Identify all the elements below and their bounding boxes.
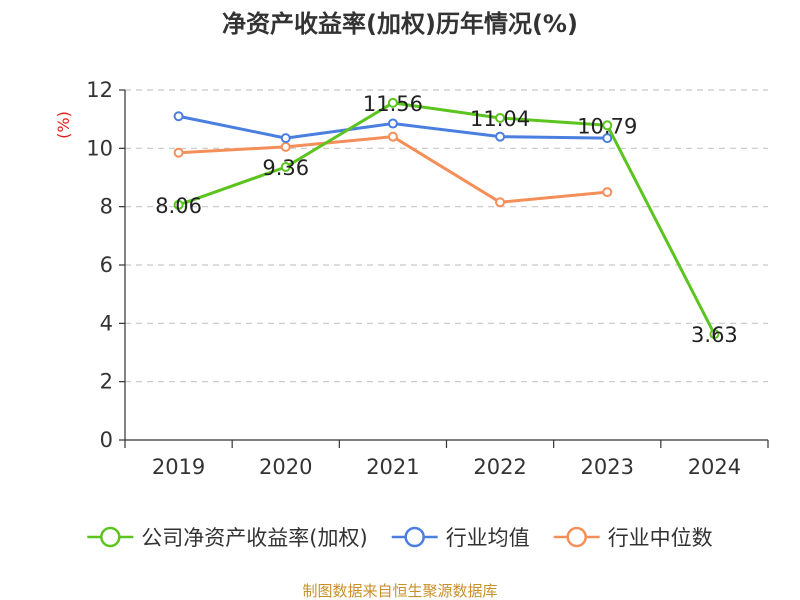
series-0-point-2022 — [495, 113, 506, 123]
series-2-point-2023 — [602, 187, 613, 198]
legend-circle-icon — [404, 526, 425, 548]
y-tick-label-6: 12 — [86, 78, 113, 102]
series-0-point-2023 — [602, 120, 613, 131]
x-tick-label-2019: 2019 — [152, 455, 205, 479]
y-tick-label-1: 2 — [100, 370, 113, 394]
series-1-point-2022 — [495, 131, 506, 142]
y-tick-label-5: 10 — [86, 136, 113, 160]
series-2-point-2019 — [173, 147, 184, 158]
x-tick-label-2022: 2022 — [473, 455, 526, 479]
legend-circle-icon — [100, 526, 121, 548]
series-1-point-2019 — [173, 111, 184, 122]
series-1-point-2020 — [280, 133, 291, 144]
source-note: 制图数据来自恒生聚源数据库 — [302, 582, 497, 600]
data-label-2021: 11.56 — [363, 92, 423, 116]
series-0-line — [178, 101, 716, 335]
series-2-line — [178, 135, 608, 204]
series-1 — [173, 111, 613, 144]
series-2-point-2022 — [495, 197, 506, 208]
data-label-2023: 10.79 — [577, 114, 637, 138]
series-0-point-2024 — [709, 329, 720, 340]
legend: 公司净资产收益率(加权) 行业均值 行业中位数 — [87, 526, 713, 550]
y-axis-unit-label: (%) — [54, 111, 73, 139]
legend-item-0: 公司净资产收益率(加权) — [87, 526, 368, 550]
series-0-point-2021 — [387, 97, 398, 108]
data-label-2019: 8.06 — [155, 194, 202, 218]
data-label-layer: 8.06 9.36 11.56 11.04 10.79 3.63 — [155, 92, 738, 347]
series-2-point-2021 — [387, 131, 398, 142]
series-2-point-2020 — [280, 141, 291, 152]
legend-label-0: 公司净资产收益率(加权) — [141, 526, 367, 550]
x-tick-label-2020: 2020 — [259, 455, 312, 479]
legend-item-1: 行业均值 — [391, 526, 530, 550]
data-label-2020: 9.36 — [262, 156, 309, 180]
x-tick-label-2021: 2021 — [366, 455, 419, 479]
series-2 — [173, 131, 613, 208]
y-tick-label-4: 8 — [100, 195, 113, 219]
chart-title: 净资产收益率(加权)历年情况(%) — [222, 10, 578, 38]
series-0-point-2020 — [280, 162, 291, 172]
data-label-2022: 11.04 — [470, 107, 530, 131]
grid-layer — [125, 89, 768, 383]
axis-layer: 0 2 4 6 8 10 12 2019 2020 2021 2022 2023 2024 — [86, 78, 769, 479]
data-label-2024: 3.63 — [691, 323, 738, 347]
legend-item-2: 行业中位数 — [553, 526, 713, 550]
series-layer — [173, 97, 720, 340]
legend-circle-icon — [566, 526, 587, 548]
legend-label-2: 行业中位数 — [608, 526, 713, 550]
series-1-point-2021 — [387, 118, 398, 129]
y-tick-label-2: 4 — [100, 311, 113, 335]
x-tick-label-2023: 2023 — [581, 455, 634, 479]
y-tick-label-0: 0 — [100, 428, 113, 452]
legend-label-1: 行业均值 — [446, 526, 530, 550]
series-1-point-2023 — [602, 133, 613, 144]
y-tick-label-3: 6 — [100, 253, 113, 277]
series-0-point-2019 — [173, 199, 184, 210]
x-tick-label-2024: 2024 — [688, 455, 741, 479]
series-0 — [173, 97, 720, 340]
